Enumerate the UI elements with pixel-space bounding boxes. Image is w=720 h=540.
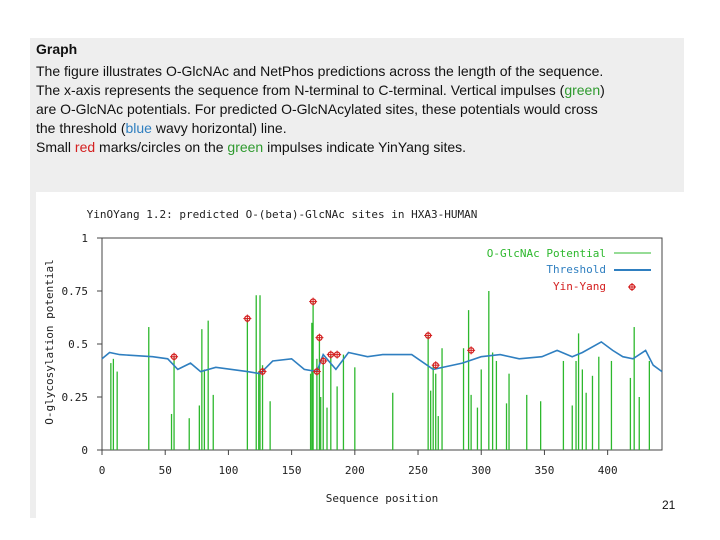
yinyang-marker <box>243 314 252 323</box>
description-block: Graph The figure illustrates O-GlcNAc an… <box>34 40 634 157</box>
chart-svg: YinOYang 1.2: predicted O-(beta)-GlcNAc … <box>43 208 663 505</box>
description-line-5: Small red marks/circles on the green imp… <box>36 138 634 157</box>
description-line-1: The figure illustrates O-GlcNAc and NetP… <box>36 62 634 81</box>
line-3-text: are O-GlcNAc potentials. For predicted O… <box>36 101 598 117</box>
line-2-text: The x-axis represents the sequence from … <box>36 82 565 98</box>
threshold-line <box>101 340 663 375</box>
axis-ticks: 0 50 100 150 200 250 300 350 400 0 0.25 0.5 0.75 1 <box>62 232 618 477</box>
line-5-text-c: impulses indicate YinYang sites. <box>263 139 467 155</box>
legend-label-threshold: Threshold <box>546 263 606 276</box>
legend-label-potential: O-GlcNAc Potential <box>487 247 606 260</box>
line-1-text: The figure illustrates O-GlcNAc and NetP… <box>36 63 604 79</box>
slide-number: 21 <box>662 498 676 512</box>
green-word-2: green <box>227 139 264 155</box>
x-tick-label: 50 <box>159 464 172 477</box>
yinyang-marker <box>333 350 342 359</box>
description-line-2: The x-axis represents the sequence from … <box>36 81 634 100</box>
yinyang-marker <box>309 297 318 306</box>
x-tick-label: 250 <box>408 464 428 477</box>
x-axis-label: Sequence position <box>326 492 439 505</box>
chart-title: YinOYang 1.2: predicted O-(beta)-GlcNAc … <box>87 208 478 221</box>
x-tick-label: 200 <box>345 464 365 477</box>
y-tick-label: 1 <box>81 232 88 245</box>
yinyang-marker <box>431 361 440 370</box>
x-tick-label: 150 <box>282 464 302 477</box>
y-tick-label: 0.5 <box>68 338 88 351</box>
y-tick-label: 0 <box>81 444 88 457</box>
x-tick-label: 0 <box>99 464 106 477</box>
x-tick-label: 300 <box>471 464 491 477</box>
x-tick-label: 100 <box>218 464 238 477</box>
line-4-text-b: wavy horizontal) line. <box>151 120 287 136</box>
yinyang-marker <box>467 346 476 355</box>
y-tick-label: 0.25 <box>62 391 89 404</box>
impulse-series <box>110 291 651 450</box>
green-word: green <box>564 82 601 98</box>
line-5-text-a: Small <box>36 139 75 155</box>
chart-area: YinOYang 1.2: predicted O-(beta)-GlcNAc … <box>36 192 684 518</box>
yinyang-marker <box>319 356 328 365</box>
line-4-text-a: the threshold ( <box>36 120 126 136</box>
yinyang-marker <box>170 352 179 361</box>
y-tick-label: 0.75 <box>62 285 89 298</box>
line-5-text-b: marks/circles on the <box>95 139 228 155</box>
section-heading: Graph <box>36 41 78 57</box>
yinyang-series <box>170 297 476 376</box>
yinyang-marker <box>315 333 324 342</box>
chart-legend: O-GlcNAc Potential Threshold Yin-Yang <box>487 247 651 293</box>
legend-label-yinyang: Yin-Yang <box>553 280 606 293</box>
yinyang-marker <box>258 367 267 376</box>
yinyang-marker <box>424 331 433 340</box>
x-tick-label: 350 <box>535 464 555 477</box>
yinyang-marker <box>312 367 321 376</box>
y-axis-label: O-glycosylation potential <box>43 259 56 425</box>
x-tick-label: 400 <box>598 464 618 477</box>
red-word: red <box>74 139 96 155</box>
legend-swatch-yinyang <box>628 283 636 291</box>
blue-word: blue <box>125 120 152 136</box>
description-line-4: the threshold (blue wavy horizontal) lin… <box>36 119 634 138</box>
description-line-3: are O-GlcNAc potentials. For predicted O… <box>36 100 634 119</box>
line-2-end: ) <box>600 82 605 98</box>
threshold-series <box>101 340 663 375</box>
